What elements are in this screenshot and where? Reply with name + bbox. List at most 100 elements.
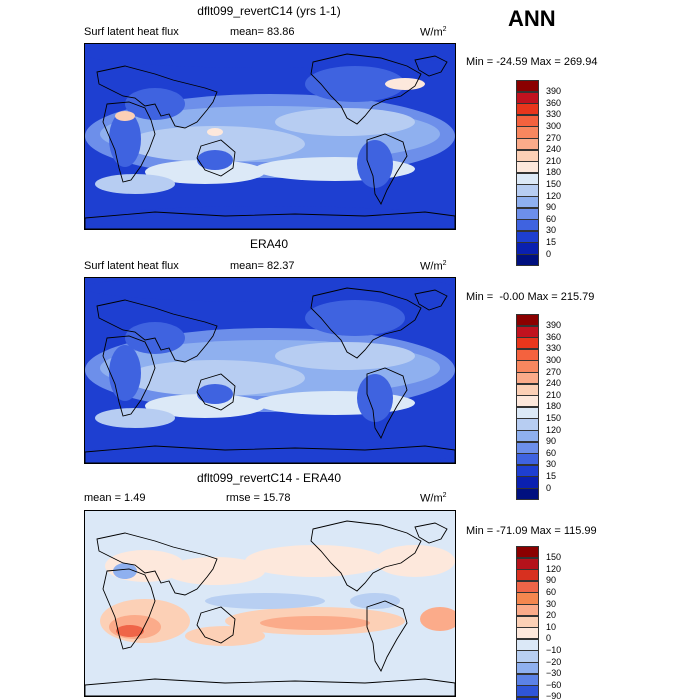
- colorbar-tick-label: 240: [546, 378, 562, 389]
- colorbar-tick-label: 90: [546, 436, 557, 447]
- panel-3-title: dflt099_revertC14 - ERA40: [196, 471, 342, 485]
- season-label: ANN: [508, 6, 556, 31]
- colorbar-swatch: [516, 138, 539, 151]
- colorbar-tick-label: 0: [546, 248, 552, 259]
- colorbar-swatch: [516, 580, 539, 593]
- colorbar-tick-label: 30: [546, 459, 557, 470]
- colorbar-swatch: [516, 337, 539, 350]
- colorbar-swatch: [516, 184, 539, 197]
- panel-1-title: dflt099_revertC14 (yrs 1-1): [197, 4, 341, 18]
- colorbar-swatch: [516, 395, 539, 408]
- colorbar-swatch: [516, 650, 539, 663]
- colorbar-tick-label: 15: [546, 470, 557, 481]
- panel-1-units: W/m2: [420, 26, 447, 39]
- colorbar-swatch: [516, 476, 539, 489]
- colorbar-swatch: [516, 372, 539, 385]
- colorbar-swatch: [516, 592, 539, 605]
- colorbar-tick-label: 270: [546, 132, 562, 143]
- colorbar-tick-label: 15: [546, 236, 557, 247]
- colorbar-tick-label: 390: [546, 86, 562, 97]
- colorbar-tick-label: 150: [546, 412, 562, 423]
- panel-1-map: [84, 43, 456, 230]
- colorbar-swatch: [516, 615, 539, 628]
- colorbar-swatch: [516, 464, 539, 477]
- colorbar-tick-label: 120: [546, 563, 562, 574]
- colorbar-swatch: [516, 696, 539, 700]
- panel-3-map: [84, 510, 456, 697]
- colorbar-swatch: [516, 673, 539, 686]
- panel-3-units: W/m2: [420, 492, 447, 505]
- colorbar-tick-label: 0: [546, 633, 552, 644]
- colorbar-tick-label: 390: [546, 320, 562, 331]
- colorbar-tick-label: 330: [546, 109, 562, 120]
- colorbar-tick-label: 0: [546, 482, 552, 493]
- colorbar-tick-label: 210: [546, 155, 562, 166]
- colorbar-swatch: [516, 242, 539, 255]
- panel-3-rmse: rmse = 15.78: [226, 492, 291, 504]
- colorbar-swatch: [516, 161, 539, 174]
- colorbar-tick-label: 30: [546, 598, 557, 609]
- colorbar-tick-label: 300: [546, 120, 562, 131]
- colorbar-swatch: [516, 569, 539, 582]
- colorbar-swatch: [516, 149, 539, 162]
- colorbar-swatch: [516, 114, 539, 127]
- colorbar-tick-label: −30: [546, 668, 562, 679]
- colorbar-tick-label: 240: [546, 144, 562, 155]
- colorbar-swatch: [516, 103, 539, 116]
- panel-2-units: W/m2: [420, 260, 447, 273]
- colorbar-swatch: [516, 172, 539, 185]
- colorbar-swatch: [516, 314, 539, 327]
- panel-2-mean: mean= 82.37: [230, 260, 295, 272]
- colorbar-tick-label: 210: [546, 389, 562, 400]
- colorbar-tick-label: 60: [546, 586, 557, 597]
- colorbar-tick-label: 120: [546, 190, 562, 201]
- colorbar-tick-label: −90: [546, 691, 562, 700]
- colorbar-swatch: [516, 207, 539, 220]
- colorbar-swatch: [516, 638, 539, 651]
- colorbar-tick-label: 30: [546, 225, 557, 236]
- colorbar-tick-label: 150: [546, 552, 562, 563]
- colorbar-tick-label: 60: [546, 213, 557, 224]
- colorbar-swatch: [516, 406, 539, 419]
- colorbar-swatch: [516, 91, 539, 104]
- panel-2-title: ERA40: [249, 237, 289, 251]
- colorbar-swatch: [516, 418, 539, 431]
- colorbar-swatch: [516, 441, 539, 454]
- colorbar-swatch: [516, 325, 539, 338]
- colorbar-swatch: [516, 383, 539, 396]
- colorbar-swatch: [516, 230, 539, 243]
- panel-1-minmax: Min = -24.59 Max = 269.94: [466, 56, 598, 68]
- colorbar-tick-label: 360: [546, 97, 562, 108]
- colorbar-swatch: [516, 80, 539, 93]
- colorbar-swatch: [516, 254, 539, 267]
- panel-2-minmax: Min = -0.00 Max = 215.79: [466, 291, 595, 303]
- colorbar-tick-label: 150: [546, 178, 562, 189]
- panel-1-field-label: Surf latent heat flux: [84, 26, 179, 38]
- colorbar-tick-label: 360: [546, 331, 562, 342]
- colorbar-tick-label: 120: [546, 424, 562, 435]
- panel-3-minmax: Min = -71.09 Max = 115.99: [466, 525, 597, 537]
- colorbar-tick-label: 90: [546, 202, 557, 213]
- colorbar-tick-label: −20: [546, 656, 562, 667]
- colorbar-tick-label: −60: [546, 679, 562, 690]
- panel-3-mean: mean = 1.49: [84, 492, 146, 504]
- colorbar-tick-label: 20: [546, 610, 557, 621]
- colorbar-tick-label: 60: [546, 447, 557, 458]
- colorbar-tick-label: 300: [546, 354, 562, 365]
- colorbar-swatch: [516, 627, 539, 640]
- colorbar-swatch: [516, 196, 539, 209]
- colorbar-swatch: [516, 126, 539, 139]
- colorbar-swatch: [516, 685, 539, 698]
- colorbar-swatch: [516, 604, 539, 617]
- colorbar-swatch: [516, 360, 539, 373]
- colorbar-tick-label: 330: [546, 343, 562, 354]
- colorbar-tick-label: 180: [546, 167, 562, 178]
- colorbar-tick-label: 180: [546, 401, 562, 412]
- panel-2-map: [84, 277, 456, 464]
- colorbar-tick-label: 90: [546, 575, 557, 586]
- colorbar-swatch: [516, 453, 539, 466]
- colorbar-tick-label: −10: [546, 644, 562, 655]
- panel-1-mean: mean= 83.86: [230, 26, 295, 38]
- colorbar-swatch: [516, 219, 539, 232]
